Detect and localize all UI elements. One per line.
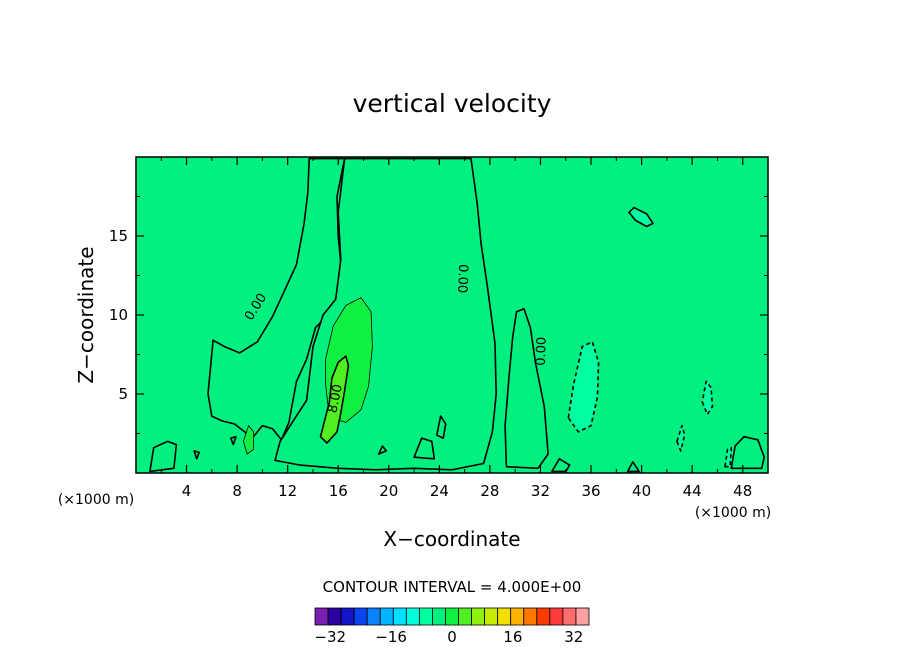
x-tick-label-4: 20 — [379, 482, 398, 500]
colorbar-swatch-8 — [418, 607, 433, 626]
x-tick-label-6: 28 — [480, 482, 499, 500]
colorbar-swatch-2 — [340, 607, 355, 626]
x-tick-label-10: 44 — [683, 482, 702, 500]
contour-region-5 — [242, 425, 255, 455]
contour-region-9 — [628, 206, 654, 228]
x-tick-label-1: 8 — [232, 482, 242, 500]
contour-region-2 — [504, 307, 549, 470]
x-unit-left: (×1000 m) — [58, 492, 134, 508]
contour-region-8 — [567, 341, 600, 433]
contour-region-10 — [701, 380, 714, 416]
x-tick-label-0: 4 — [182, 482, 192, 500]
contour-label-1: 0.00 — [454, 264, 470, 293]
contour-region-19 — [193, 450, 200, 460]
colorbar-swatch-16 — [523, 607, 538, 626]
colorbar-swatch-11 — [458, 607, 472, 626]
contour-region-11 — [676, 424, 686, 452]
colorbar-swatch-10 — [445, 607, 459, 626]
colorbar-tick-label-2: 0 — [447, 628, 457, 646]
colorbar-swatch-12 — [471, 607, 486, 626]
colorbar-swatch-13 — [484, 607, 499, 626]
colorbar-swatch-0 — [314, 607, 329, 626]
y-axis-ticks: 5 10 15 — [109, 196, 768, 434]
y-tick-label-0: 5 — [118, 385, 128, 403]
contour-region-15 — [626, 461, 640, 473]
colorbar-swatch-14 — [497, 607, 512, 626]
colorbar-swatch-20 — [575, 607, 590, 626]
contour-interval: CONTOUR INTERVAL = 4.000E+00 — [323, 578, 582, 596]
contour-region-13 — [149, 440, 178, 473]
colorbar-swatch-4 — [366, 607, 381, 626]
x-axis-label: X−coordinate — [383, 527, 520, 551]
x-unit-right: (×1000 m) — [695, 505, 771, 521]
x-tick-label-5: 24 — [430, 482, 449, 500]
x-tick-label-3: 16 — [329, 482, 348, 500]
x-tick-label-2: 12 — [278, 482, 297, 500]
x-tick-label-9: 40 — [632, 482, 651, 500]
colorbar-swatch-5 — [379, 607, 394, 626]
colorbar-swatch-9 — [432, 607, 446, 626]
colorbar-tick-label-4: 32 — [564, 628, 583, 646]
colorbar-swatch-7 — [405, 607, 420, 626]
x-tick-label-7: 32 — [531, 482, 550, 500]
contour-label-3: 8.00 — [325, 383, 346, 414]
x-tick-label-8: 36 — [581, 482, 600, 500]
colorbar — [314, 607, 590, 626]
contour-region-17 — [413, 437, 436, 460]
contour-region-14 — [551, 457, 571, 473]
x-tick-label-11: 48 — [733, 482, 752, 500]
colorbar-swatch-19 — [562, 607, 577, 626]
plot-area: 0.000.000.008.00 4 8 12 16 20 24 28 32 36 40 44 48 … — [109, 156, 769, 500]
colorbar-swatch-3 — [353, 607, 368, 626]
colorbar-swatch-17 — [536, 607, 551, 626]
x-axis-ticks: 4 8 12 16 20 24 28 32 36 40 44 48 — [160, 157, 752, 500]
colorbar-tick-labels: −32 −16 0 16 32 — [314, 628, 583, 646]
colorbar-swatch-15 — [510, 607, 525, 626]
contour-region-12 — [724, 446, 733, 468]
colorbar-tick-label-3: 16 — [503, 628, 522, 646]
colorbar-swatch-6 — [392, 607, 407, 626]
contour-region-20 — [230, 435, 237, 446]
y-tick-label-1: 10 — [109, 306, 128, 324]
colorbar-tick-label-1: −16 — [375, 628, 407, 646]
colorbar-tick-label-0: −32 — [314, 628, 346, 646]
contour-region-18 — [435, 415, 447, 440]
y-axis-label: Z−coordinate — [74, 246, 98, 383]
contour-regions — [149, 157, 766, 473]
contour-region-16 — [377, 445, 388, 455]
contour-region-4 — [319, 355, 350, 444]
y-tick-label-2: 15 — [109, 227, 128, 245]
contour-label-2: 0.00 — [534, 337, 550, 366]
colorbar-swatch-1 — [327, 607, 342, 626]
contour-region-7 — [730, 435, 766, 470]
colorbar-swatch-18 — [549, 607, 564, 626]
chart-title: vertical velocity — [353, 89, 552, 118]
